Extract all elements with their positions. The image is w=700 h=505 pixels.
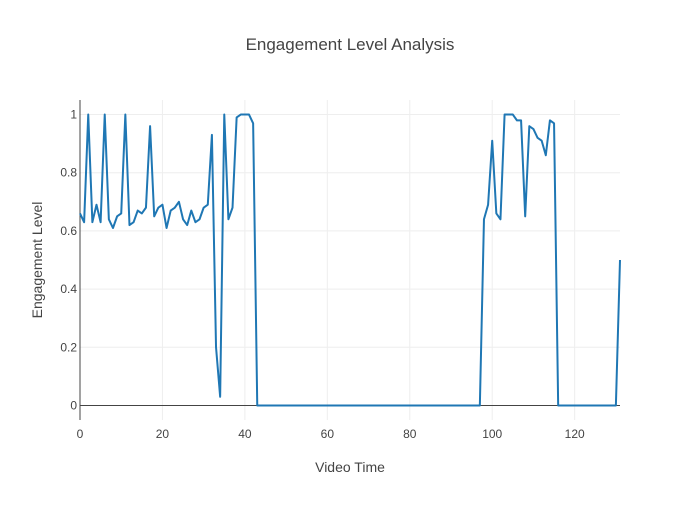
x-tick-label: 100 bbox=[482, 427, 502, 441]
y-axis-title: Engagement Level bbox=[29, 202, 45, 319]
y-tick-label: 0.2 bbox=[60, 340, 77, 354]
series-line bbox=[79, 113, 621, 407]
x-axis-title: Video Time bbox=[315, 459, 385, 475]
x-tick-label: 0 bbox=[77, 427, 84, 441]
grid bbox=[80, 100, 620, 420]
x-tick-label: 40 bbox=[238, 427, 252, 441]
x-tick-label: 60 bbox=[321, 427, 335, 441]
x-tick-label: 20 bbox=[156, 427, 170, 441]
tick-labels: 0 20 40 60 80 100 120 0 0.2 0.4 0.6 0.8 1 bbox=[60, 108, 585, 441]
y-tick-label: 1 bbox=[70, 108, 77, 122]
series-layer bbox=[79, 113, 621, 407]
y-tick-label: 0.6 bbox=[60, 224, 77, 238]
y-tick-label: 0.8 bbox=[60, 166, 77, 180]
y-tick-label: 0.4 bbox=[60, 282, 77, 296]
chart-title: Engagement Level Analysis bbox=[246, 35, 455, 54]
x-tick-label: 120 bbox=[565, 427, 585, 441]
y-tick-label: 0 bbox=[70, 398, 77, 412]
x-tick-label: 80 bbox=[403, 427, 417, 441]
axes bbox=[79, 100, 620, 420]
